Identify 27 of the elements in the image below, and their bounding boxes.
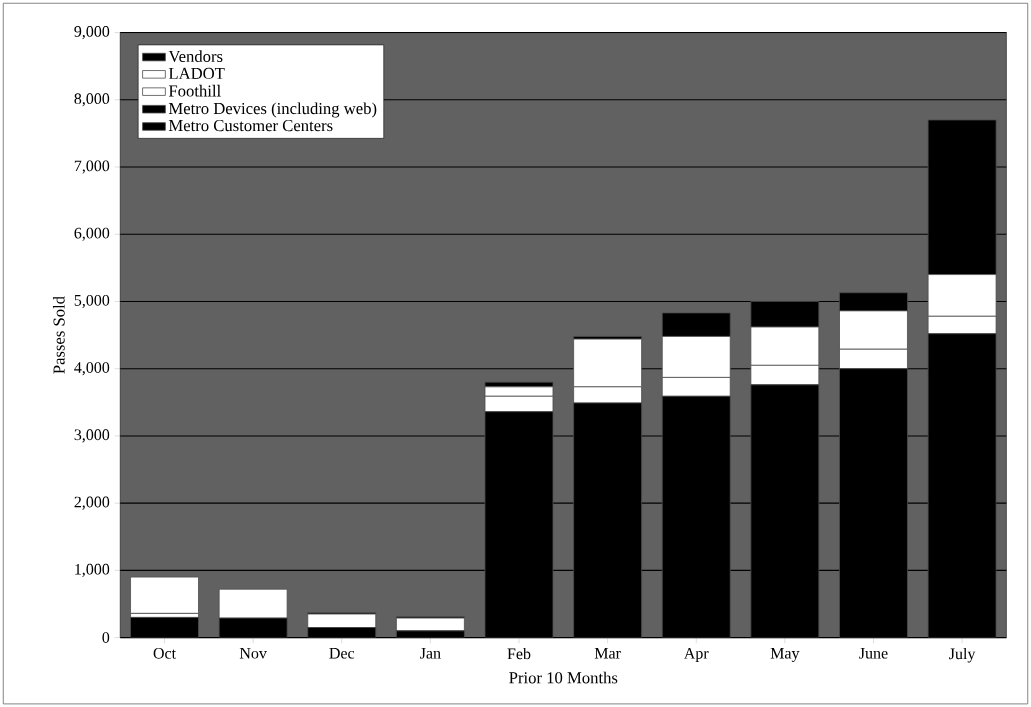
y-tick-label: 2,000 <box>74 496 110 510</box>
y-tick-label: 4,000 <box>74 362 110 376</box>
x-tick-label: Mar <box>594 647 621 659</box>
y-tick-label: 0 <box>102 632 110 643</box>
x-tick-label: Feb <box>507 647 531 660</box>
legend-label: LADOT <box>168 67 225 79</box>
y-tick-label: 1,000 <box>75 563 110 577</box>
y-tick-label: 8,000 <box>74 93 110 107</box>
legend-label: Foothill <box>168 84 221 97</box>
x-axis-title: Prior 10 Months <box>509 671 618 684</box>
x-tick-label: Nov <box>239 647 267 659</box>
y-tick-label: 9,000 <box>74 25 110 40</box>
x-tick-label: Apr <box>683 647 709 662</box>
legend-label: Vendors <box>168 50 223 63</box>
x-tick-label: Oct <box>153 647 176 659</box>
legend-label: Metro Customer Centers <box>168 119 333 132</box>
y-tick-label: 7,000 <box>74 160 110 174</box>
x-tick-label: July <box>949 647 976 663</box>
legend-label: Metro Devices (including web) <box>168 102 377 118</box>
x-tick-label: May <box>770 647 800 662</box>
x-tick-label: June <box>859 647 888 659</box>
y-tick-label: 6,000 <box>74 227 110 241</box>
y-axis-title: Passes Sold <box>52 296 65 374</box>
y-tick-label: 5,000 <box>74 294 110 308</box>
y-tick-label: 3,000 <box>74 429 110 443</box>
x-tick-label: Jan <box>420 647 441 659</box>
x-tick-label: Dec <box>329 647 355 659</box>
